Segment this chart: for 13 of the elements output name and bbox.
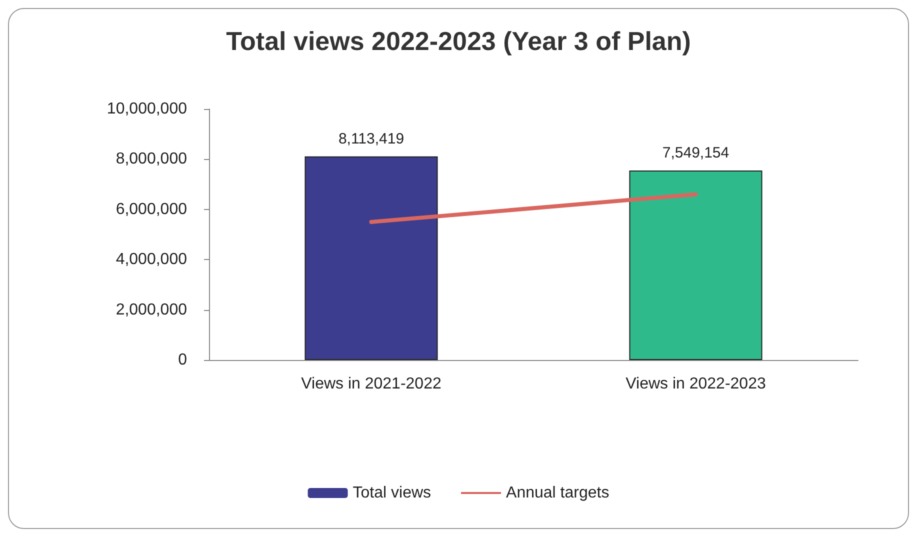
legend-label: Total views [352, 484, 432, 502]
x-tick-label: Views in 2022-2023 [626, 376, 766, 392]
y-tick-label: 4,000,000 [116, 251, 188, 268]
y-tick-label: 2,000,000 [116, 301, 188, 318]
chart-title: Total views 2022-2023 (Year 3 of Plan) [226, 26, 691, 56]
x-tick-label: Views in 2021-2022 [301, 376, 442, 392]
y-tick-label: 6,000,000 [116, 200, 188, 218]
legend-label: Annual targets [506, 484, 610, 502]
y-tick-label: 0 [178, 352, 188, 368]
data-label: 8,113,419 [338, 130, 404, 148]
y-tick-label: 8,000,000 [116, 150, 188, 168]
y-tick-label: 10,000,000 [106, 100, 188, 118]
data-label: 7,549,154 [662, 144, 730, 162]
